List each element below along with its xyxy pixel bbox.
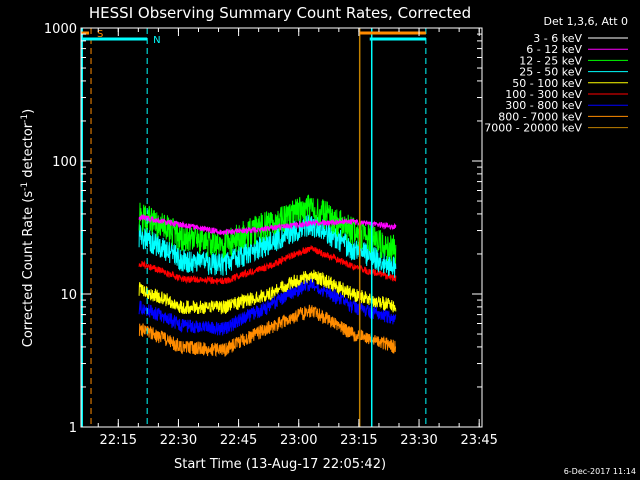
legend-label-1: 6 - 12 keV xyxy=(526,43,582,56)
x-tick-label-1: 22:30 xyxy=(160,433,197,448)
legend-title: Det 1,3,6, Att 0 xyxy=(544,15,628,28)
series-line-3 xyxy=(138,214,397,278)
series-layer xyxy=(138,102,397,358)
legend-label-6: 300 - 800 keV xyxy=(505,99,582,112)
legend-label-0: 3 - 6 keV xyxy=(533,32,582,45)
legend-label-8: 7000 - 20000 keV xyxy=(484,122,582,135)
x-tick-label-2: 22:45 xyxy=(220,433,257,448)
y-tick-label-1: 10 xyxy=(60,288,77,303)
flag-label-1: N xyxy=(153,35,160,46)
chart-title: HESSI Observing Summary Count Rates, Cor… xyxy=(89,4,471,22)
legend-label-3: 25 - 50 keV xyxy=(519,66,582,79)
legend-label-2: 12 - 25 keV xyxy=(519,54,582,67)
y-tick-label-2: 100 xyxy=(52,155,77,170)
x-tick-label-6: 23:45 xyxy=(460,433,497,448)
x-tick-label-5: 23:30 xyxy=(400,433,437,448)
series-line-5 xyxy=(138,245,397,286)
legend-label-5: 100 - 300 keV xyxy=(505,88,582,101)
legend-label-4: 50 - 100 keV xyxy=(512,77,582,90)
series-line-7 xyxy=(138,304,397,358)
plot-frame xyxy=(80,27,483,428)
series-line-2 xyxy=(138,194,397,264)
series-line-6 xyxy=(138,277,397,336)
series-line-4 xyxy=(138,269,397,315)
series-line-1 xyxy=(138,213,397,236)
legend-label-7: 800 - 7000 keV xyxy=(498,110,582,123)
timestamp: 6-Dec-2017 11:14 xyxy=(564,467,636,476)
y-tick-label-3: 1000 xyxy=(44,22,77,37)
y-axis-label: Corrected Count Rate (s-1 detector-1) xyxy=(20,109,36,347)
axis-layer: 22:15 22:30 22:45 23:00 23:15 23:30 23:45 1 10 10… xyxy=(44,22,498,448)
x-tick-label-4: 23:15 xyxy=(340,433,377,448)
x-axis-label: Start Time (13-Aug-17 22:05:42) xyxy=(174,457,386,472)
x-tick-label-3: 23:00 xyxy=(280,433,317,448)
y-tick-label-0: 1 xyxy=(69,421,77,436)
flag-layer: SN xyxy=(81,28,427,427)
x-tick-label-0: 22:15 xyxy=(100,433,137,448)
series-line-0 xyxy=(138,102,397,110)
flag-label-0: S xyxy=(97,29,103,40)
